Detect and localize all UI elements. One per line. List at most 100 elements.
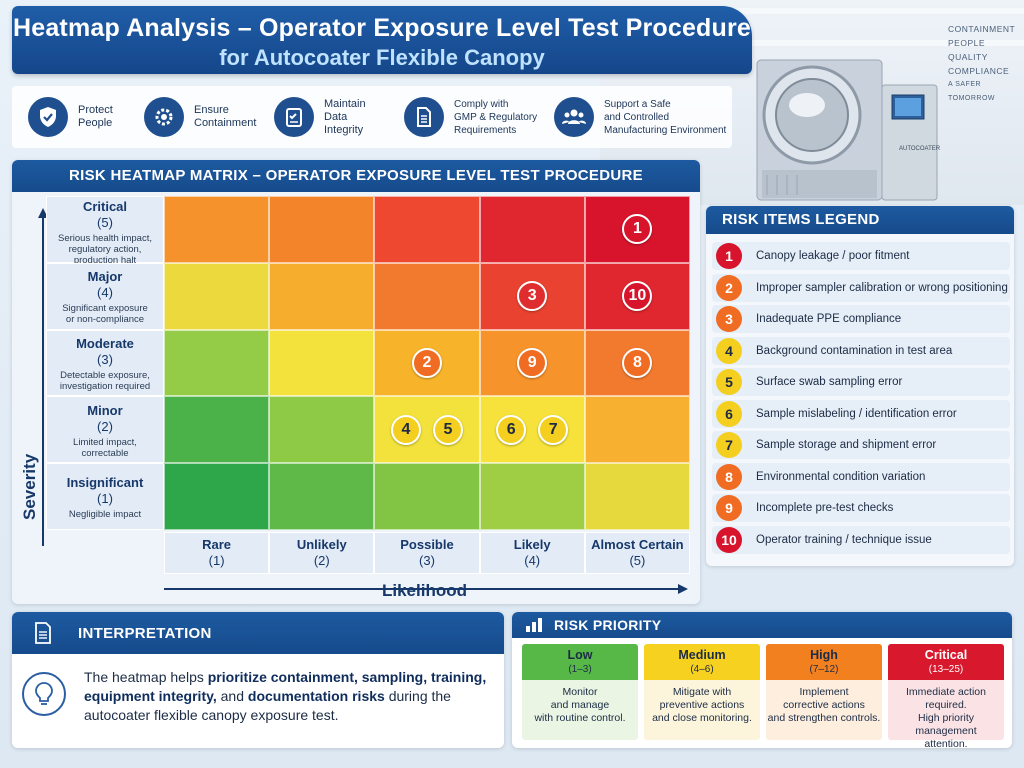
- likelihood-column-label: Unlikely (2): [269, 532, 375, 574]
- likelihood-column-label: Possible (3): [374, 532, 480, 574]
- likelihood-column-label: Rare (1): [164, 532, 270, 574]
- priority-action: Immediate action required. High priority m…: [906, 686, 986, 750]
- interpretation-title: INTERPRETATION: [78, 624, 212, 642]
- objective-text: Support a Safe and Controlled Manufacturin…: [604, 98, 727, 136]
- risk-item-marker: 5: [433, 414, 463, 445]
- heatmap-cell: [269, 196, 375, 263]
- heatmap-cell: [374, 196, 480, 263]
- severity-score: (4): [97, 285, 113, 301]
- priority-level: High (7–12) Implement corrective actions and…: [766, 644, 882, 740]
- priority-level: Critical (13–25) Immediate action required.…: [888, 644, 1004, 750]
- likelihood-axis-arrow: [164, 584, 688, 594]
- shield-check-icon: [28, 97, 68, 137]
- interpretation-fragment: prioritize containment, sampling, traini…: [84, 669, 487, 704]
- heatmap-cell: [164, 396, 270, 464]
- severity-row-label: Minor (2) Limited impact, correctable: [46, 396, 164, 464]
- heatmap-cell: [164, 196, 270, 263]
- objective-text: Ensure Containment: [194, 104, 257, 129]
- legend-number-badge: 9: [716, 495, 742, 521]
- priority-action: Monitor and manage with routine control.: [534, 686, 626, 724]
- legend-number-badge: 2: [716, 274, 742, 301]
- legend-text: Improper sampler calibration or wrong po…: [756, 281, 1008, 294]
- priority-name: High: [810, 648, 838, 662]
- heatmap-cell: [374, 262, 480, 330]
- heatmap-cell: [584, 396, 690, 464]
- risk-item-marker: 1: [622, 214, 653, 245]
- severity-row-label: Critical (5) Serious health impact, regulat…: [46, 196, 164, 266]
- priority-range: (4–6): [690, 664, 714, 675]
- matrix-header: RISK HEATMAP MATRIX – OPERATOR EXPOSURE …: [12, 160, 700, 192]
- severity-description: Serious health impact, regulatory action,…: [58, 233, 152, 266]
- risk-item-marker: 7: [538, 414, 569, 445]
- title-line-1: Heatmap Analysis – Operator Exposure Lev…: [12, 14, 752, 42]
- severity-row-label: Moderate (3) Detectable exposure, investiga…: [46, 329, 164, 397]
- severity-row-label: Insignificant (1) Negligible impact: [46, 463, 164, 530]
- heatmap-cell: [164, 329, 270, 397]
- legend-number-badge: 3: [716, 306, 742, 332]
- likelihood-column-label: Likely (4): [479, 532, 585, 574]
- priority-level: Low (1–3) Monitor and manage with routine co…: [522, 644, 638, 740]
- likelihood-name: Likely: [513, 537, 551, 552]
- risk-item-marker: 2: [412, 348, 442, 378]
- legend-text: Background contamination in test area: [756, 344, 953, 357]
- legend-item: 4 Background contamination in test area: [712, 336, 1010, 365]
- likelihood-column-label: Almost Certain (5): [584, 532, 690, 574]
- legend-text: Inadequate PPE compliance: [756, 313, 902, 325]
- severity-axis-label: Severity: [20, 453, 39, 520]
- title-line-2: for Autocoater Flexible Canopy: [219, 45, 545, 70]
- objective-text: Protect People: [78, 104, 113, 129]
- legend-number-badge: 7: [716, 432, 742, 458]
- risk-item-marker: 4: [391, 414, 421, 445]
- likelihood-score: (5): [629, 553, 646, 568]
- risk-item-marker: 3: [517, 281, 548, 312]
- likelihood-score: (3): [419, 553, 435, 568]
- legend-item: 8 Environmental condition variation: [712, 462, 1010, 491]
- autocoater-machine-illustration: AUTOCOATER: [756, 59, 941, 201]
- page-title: Heatmap Analysis – Operator Exposure Lev…: [12, 6, 752, 74]
- interpretation-fragment: The heatmap helps: [84, 669, 208, 685]
- severity-name: Insignificant: [66, 475, 144, 491]
- tagline-item: CONTAINMENT: [948, 24, 1016, 34]
- interpretation-fragment: documentation risks: [247, 688, 385, 704]
- severity-description: Detectable exposure, investigation requir…: [59, 369, 151, 392]
- legend-text: Sample storage and shipment error: [756, 439, 937, 451]
- legend-text: Operator training / technique issue: [756, 533, 932, 546]
- tagline: CONTAINMENT PEOPLE QUALITY COMPLIANCE A …: [948, 22, 1024, 106]
- objective-protect-people: Protect People: [12, 86, 128, 148]
- priority-range: (13–25): [928, 664, 964, 675]
- legend-text: Incomplete pre-test checks: [756, 502, 894, 514]
- likelihood-score: (4): [524, 553, 541, 568]
- legend-number-badge: 6: [716, 400, 742, 427]
- legend-item: 1 Canopy leakage / poor fitment: [712, 242, 1010, 270]
- risk-item-marker: 9: [517, 348, 548, 378]
- objective-comply-gmp: Comply with GMP & Regulatory Requirements: [388, 86, 538, 148]
- risk-item-marker: 6: [496, 414, 527, 445]
- heatmap-cell: [164, 262, 270, 330]
- priority-name: Low: [567, 648, 593, 662]
- interpretation-panel: INTERPRETATION The heatmap helps priorit…: [12, 612, 504, 748]
- risk-priority-panel: RISK PRIORITY Low (1–3) Monitor and manage w…: [512, 612, 1012, 750]
- legend-text: Canopy leakage / poor fitment: [756, 250, 910, 262]
- priority-action: Implement corrective actions and strengthe…: [767, 686, 881, 724]
- severity-name: Minor: [87, 402, 123, 418]
- risk-item-marker: 10: [622, 281, 653, 312]
- interpretation-fragment: and: [216, 688, 248, 704]
- legend-text: Surface swab sampling error: [756, 376, 903, 388]
- tagline-item: COMPLIANCE: [948, 66, 1010, 76]
- machine-label: AUTOCOATER: [899, 146, 941, 152]
- heatmap-cell: [269, 463, 375, 530]
- lightbulb-icon: [22, 672, 66, 716]
- heatmap-grid: 1 2 3 4 5 6 7 8 9 10: [164, 196, 690, 530]
- heatmap-cell: [269, 329, 375, 397]
- legend-number-badge: 8: [716, 463, 742, 490]
- legend-text: Environmental condition variation: [756, 470, 926, 483]
- severity-name: Critical: [82, 199, 128, 214]
- priority-action: Mitigate with preventive actions and close…: [652, 686, 752, 724]
- priority-title: RISK PRIORITY: [554, 617, 662, 633]
- priority-name: Medium: [678, 648, 726, 662]
- objective-ensure-containment: Ensure Containment: [128, 86, 258, 148]
- priority-name: Critical: [924, 648, 968, 662]
- legend-number-badge: 4: [716, 337, 742, 364]
- objectives-bar: Protect People Ensure Containment Maintain…: [12, 86, 732, 148]
- severity-score: (3): [97, 351, 113, 367]
